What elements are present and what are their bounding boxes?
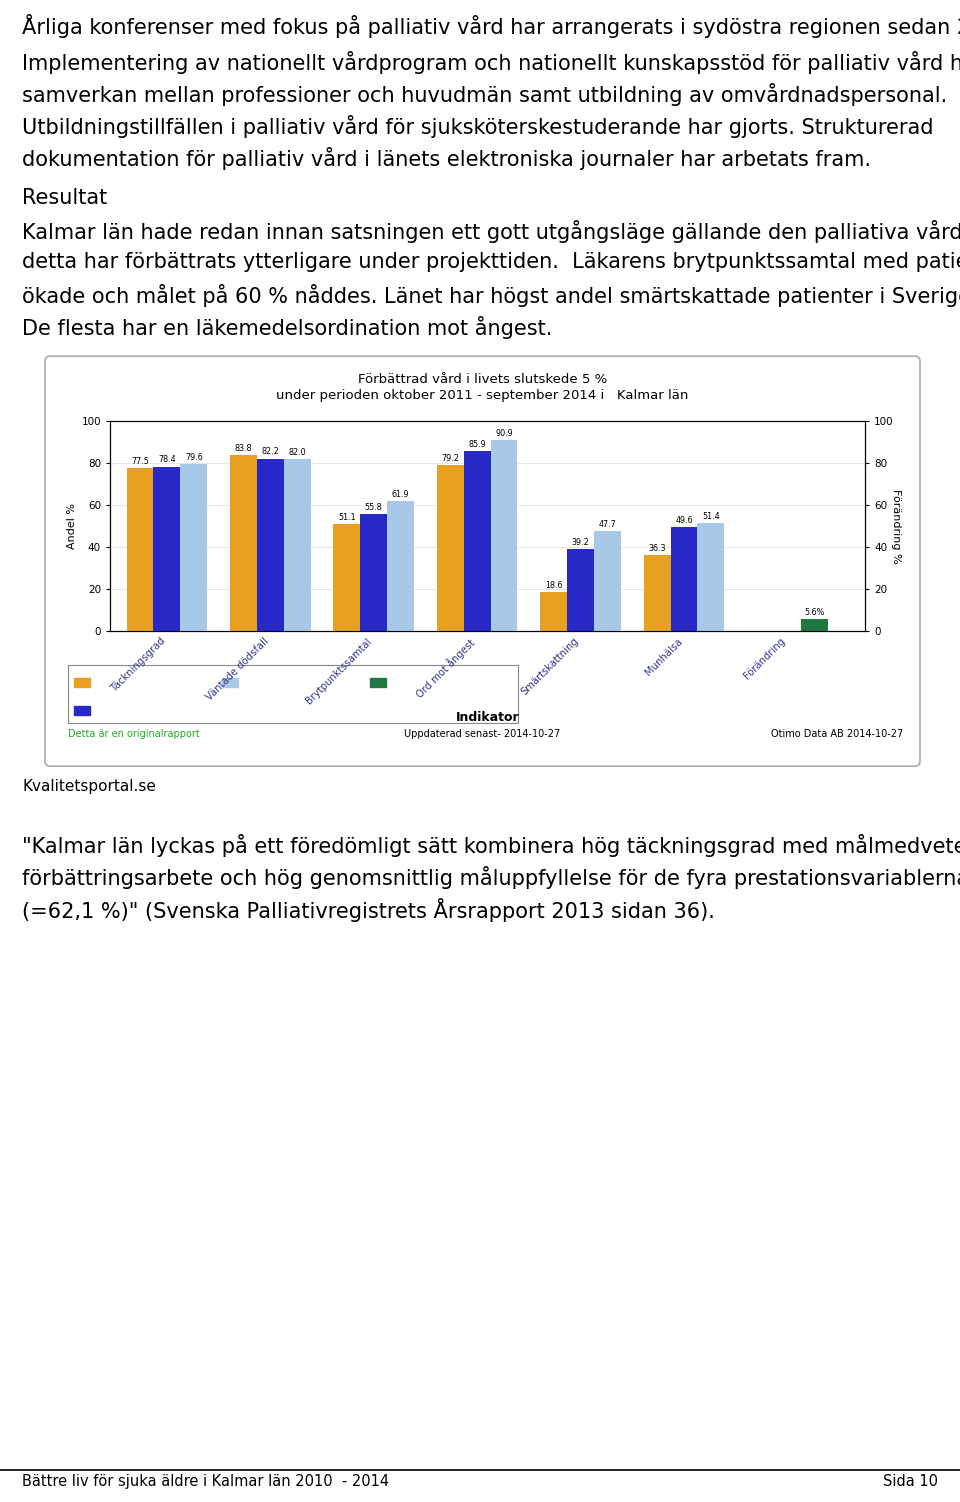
Text: 77.5: 77.5 — [132, 457, 149, 466]
Text: Detta är en originalrapport: Detta är en originalrapport — [68, 728, 200, 739]
Text: 39.2: 39.2 — [572, 538, 589, 547]
Text: 82.2: 82.2 — [261, 448, 279, 457]
Text: Implementering av nationellt vårdprogram och nationellt kunskapsstöd för palliat: Implementering av nationellt vårdprogram… — [22, 51, 960, 74]
Bar — [437, 466, 464, 631]
Bar — [127, 469, 154, 631]
Text: (=62,1 %)" (Svenska Palliativregistrets Årsrapport 2013 sidan 36).: (=62,1 %)" (Svenska Palliativregistrets … — [22, 898, 715, 922]
Bar — [594, 532, 621, 631]
Bar — [491, 440, 517, 631]
Text: Sida 10: Sida 10 — [883, 1473, 938, 1488]
Text: 51.1: 51.1 — [338, 512, 355, 521]
Bar — [698, 523, 725, 631]
Bar — [540, 592, 567, 631]
Text: De flesta har en läkemedelsordination mot ångest.: De flesta har en läkemedelsordination mo… — [22, 317, 552, 339]
Y-axis label: Andel %: Andel % — [67, 503, 77, 550]
Text: 51.4: 51.4 — [702, 512, 720, 521]
Text: förbättringsarbete och hög genomsnittlig måluppfyllelse för de fyra prestationsv: förbättringsarbete och hög genomsnittlig… — [22, 867, 960, 889]
Text: 79.6: 79.6 — [185, 454, 203, 463]
Text: 82.0: 82.0 — [288, 448, 306, 457]
Bar — [801, 619, 828, 631]
Text: 55.8: 55.8 — [365, 503, 383, 512]
Y-axis label: Förändring %: Förändring % — [891, 488, 900, 563]
Text: dokumentation för palliativ vård i länets elektroniska journaler har arbetats fr: dokumentation för palliativ vård i länet… — [22, 147, 871, 170]
Text: 78.4: 78.4 — [158, 455, 176, 464]
Text: 47.7: 47.7 — [599, 520, 616, 529]
Text: 5.6%: 5.6% — [804, 608, 825, 617]
Bar — [464, 451, 491, 631]
Bar — [284, 460, 311, 631]
Text: 2012-10-01 - 2013-09-30: 2012-10-01 - 2013-09-30 — [94, 703, 225, 713]
Text: Förbättrad vård i livets slutskede 5 %: Förbättrad vård i livets slutskede 5 % — [358, 372, 607, 386]
Text: 18.6: 18.6 — [545, 581, 563, 590]
Bar — [387, 502, 414, 631]
FancyBboxPatch shape — [45, 356, 920, 766]
Text: "Kalmar län lyckas på ett föredömligt sätt kombinera hög täckningsgrad med målme: "Kalmar län lyckas på ett föredömligt sä… — [22, 834, 960, 858]
Bar — [360, 514, 387, 631]
Text: Genomsnitt förändring: Genomsnitt förändring — [390, 676, 509, 685]
Bar — [180, 464, 207, 631]
Text: ökade och målet på 60 % nåddes. Länet har högst andel smärtskattade patienter i : ökade och målet på 60 % nåddes. Länet ha… — [22, 284, 960, 308]
Bar — [567, 548, 594, 631]
Text: Utbildningstillfällen i palliativ vård för sjuksköterskestuderande har gjorts. S: Utbildningstillfällen i palliativ vård f… — [22, 114, 933, 138]
Text: 49.6: 49.6 — [675, 517, 693, 524]
Bar — [671, 527, 698, 631]
Text: Kalmar län hade redan innan satsningen ett gott utgångsläge gällande den palliat: Kalmar län hade redan innan satsningen e… — [22, 221, 960, 243]
Text: Kvalitetsportal.se: Kvalitetsportal.se — [22, 780, 156, 795]
Text: 79.2: 79.2 — [442, 454, 459, 463]
Bar — [230, 455, 257, 631]
Text: Uppdaterad senast- 2014-10-27: Uppdaterad senast- 2014-10-27 — [404, 728, 561, 739]
Text: detta har förbättrats ytterligare under projekttiden.  Läkarens brytpunktssamtal: detta har förbättrats ytterligare under … — [22, 252, 960, 272]
Bar — [257, 458, 284, 631]
Text: 36.3: 36.3 — [648, 544, 666, 553]
Text: under perioden oktober 2011 - september 2014 i   Kalmar län: under perioden oktober 2011 - september … — [276, 389, 688, 403]
Bar — [154, 467, 180, 631]
Text: 2011-10-01 - 2012-09-30: 2011-10-01 - 2012-09-30 — [94, 676, 225, 685]
Text: 2013-10-01 - 2014-09-30: 2013-10-01 - 2014-09-30 — [242, 676, 372, 685]
Text: Resultat: Resultat — [22, 188, 108, 209]
Text: Bättre liv för sjuka äldre i Kalmar län 2010  - 2014: Bättre liv för sjuka äldre i Kalmar län … — [22, 1473, 389, 1488]
X-axis label: Indikator: Indikator — [456, 712, 519, 724]
Text: 83.8: 83.8 — [234, 445, 252, 454]
Bar — [74, 706, 90, 715]
FancyBboxPatch shape — [68, 665, 518, 722]
Text: 61.9: 61.9 — [392, 490, 409, 499]
Text: Otimo Data AB 2014-10-27: Otimo Data AB 2014-10-27 — [771, 728, 903, 739]
Bar — [333, 524, 360, 631]
Bar — [222, 679, 238, 688]
Text: samverkan mellan professioner och huvudmän samt utbildning av omvårdnadspersonal: samverkan mellan professioner och huvudm… — [22, 83, 948, 105]
Bar — [370, 679, 386, 688]
Bar — [643, 554, 671, 631]
Text: 85.9: 85.9 — [468, 440, 486, 449]
Bar — [74, 679, 90, 688]
Text: 90.9: 90.9 — [495, 430, 513, 439]
Text: Årliga konferenser med fokus på palliativ vård har arrangerats i sydöstra region: Årliga konferenser med fokus på palliati… — [22, 14, 960, 38]
